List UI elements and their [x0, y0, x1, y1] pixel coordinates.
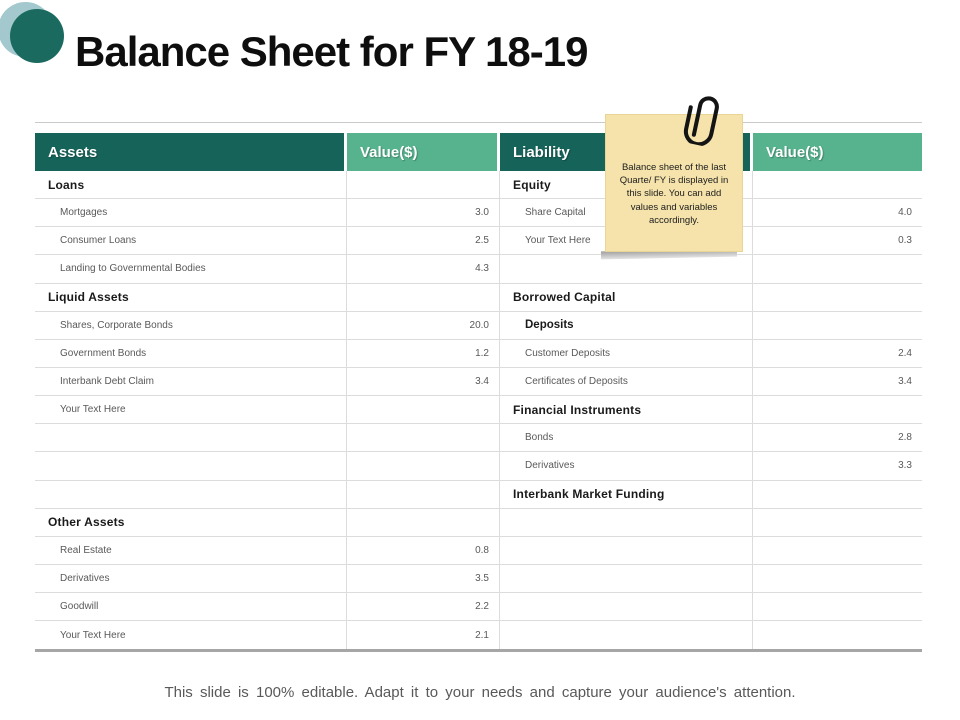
liability-label-cell: Certificates of Deposits — [500, 367, 753, 396]
liability-value-cell — [753, 621, 922, 649]
asset-value-cell: 2.1 — [347, 621, 500, 650]
asset-value-cell — [347, 508, 500, 536]
asset-value-cell — [347, 480, 500, 508]
liability-label-cell: Derivatives — [500, 452, 753, 480]
asset-value-cell: 3.0 — [347, 199, 500, 227]
asset-label-cell: Consumer Loans — [35, 227, 347, 255]
table-row: Shares, Corporate Bonds 20.0 Deposits — [35, 311, 922, 340]
asset-value-cell — [347, 424, 500, 452]
liability-label-cell — [500, 508, 753, 536]
asset-value-cell: 2.5 — [347, 227, 500, 255]
accent-circle-dark-icon — [10, 9, 64, 63]
asset-value-cell: 0.8 — [347, 536, 500, 564]
liability-value-cell — [753, 565, 922, 592]
asset-value-cell: 3.5 — [347, 564, 500, 593]
table-row: Mortgages 3.0 Share Capital 4.0 — [35, 199, 922, 228]
liability-value-cell: 3.4 — [898, 376, 912, 388]
asset-label-cell: Interbank Debt Claim — [35, 367, 347, 396]
table-header-row: Assets Value($) Liability Value($) — [35, 133, 922, 171]
liability-value-column-header: Value($) — [753, 133, 922, 171]
table-row: Derivatives 3.5 — [35, 564, 922, 594]
asset-label-cell: Your Text Here — [35, 621, 347, 650]
liability-value-cell — [753, 509, 922, 536]
liability-value-cell: 0.3 — [898, 235, 912, 247]
liability-label-cell: Borrowed Capital — [500, 283, 753, 311]
table-row: Your Text Here 2.1 — [35, 621, 922, 650]
table-body: Loans Equity Mortgages 3.0 Share Capital 4.0 C… — [35, 171, 922, 650]
table-row: Landing to Governmental Bodies 4.3 — [35, 255, 922, 284]
asset-label-cell: Other Assets — [35, 508, 347, 536]
balance-sheet-table: Assets Value($) Liability Value($) Loans… — [35, 122, 922, 653]
asset-label-cell: Shares, Corporate Bonds — [35, 311, 347, 339]
liability-label-cell — [500, 564, 753, 593]
sticky-note-text: Balance sheet of the last Quarte/ FY is … — [619, 161, 729, 226]
table-row: Your Text Here Financial Instruments — [35, 396, 922, 425]
table-row: Other Assets — [35, 508, 922, 537]
asset-label-cell: Derivatives — [35, 564, 347, 593]
liability-label-cell: Deposits — [500, 311, 753, 339]
asset-value-cell: 2.2 — [347, 593, 500, 621]
asset-value-cell: 20.0 — [347, 311, 500, 339]
liability-label-cell: Your Text Here — [500, 227, 753, 255]
liability-label-cell — [500, 621, 753, 650]
page-title: Balance Sheet for FY 18-19 — [75, 28, 588, 75]
liability-label-cell: Equity — [500, 171, 753, 199]
asset-label-cell: Goodwill — [35, 593, 347, 621]
liability-value-cell — [753, 481, 922, 508]
asset-label-cell: Mortgages — [35, 199, 347, 227]
sticky-note: Balance sheet of the last Quarte/ FY is … — [605, 114, 743, 252]
liability-label-cell: Share Capital — [500, 199, 753, 227]
liability-label-cell: Bonds — [500, 424, 753, 452]
asset-label-cell — [35, 452, 347, 480]
liability-label-cell: Financial Instruments — [500, 396, 753, 424]
liability-value-cell — [753, 255, 922, 282]
asset-value-column-header: Value($) — [347, 133, 500, 171]
liability-label-cell — [500, 255, 753, 283]
asset-value-cell: 1.2 — [347, 339, 500, 367]
slide-footer-text: This slide is 100% editable. Adapt it to… — [164, 684, 796, 701]
table-row: Derivatives 3.3 — [35, 452, 922, 481]
assets-column-header: Assets — [35, 133, 347, 171]
table-row: Loans Equity — [35, 171, 922, 200]
liability-value-cell — [753, 396, 922, 423]
table-row: Goodwill 2.2 — [35, 593, 922, 622]
liability-label-cell — [500, 593, 753, 621]
asset-value-cell — [347, 283, 500, 311]
asset-label-cell: Your Text Here — [35, 396, 347, 424]
asset-label-cell: Liquid Assets — [35, 283, 347, 311]
table-row: Interbank Market Funding — [35, 480, 922, 509]
liability-label-cell: Customer Deposits — [500, 339, 753, 367]
table-top-border — [35, 122, 922, 123]
asset-value-cell: 3.4 — [347, 367, 500, 396]
asset-label-cell: Loans — [35, 171, 347, 199]
asset-label-cell — [35, 424, 347, 452]
table-row: Government Bonds 1.2 Customer Deposits 2.4 — [35, 339, 922, 368]
asset-label-cell: Real Estate — [35, 536, 347, 564]
asset-value-cell — [347, 171, 500, 199]
liability-value-cell — [753, 171, 922, 198]
asset-label-cell — [35, 480, 347, 508]
table-bottom-border — [35, 649, 922, 653]
asset-value-cell: 4.3 — [347, 255, 500, 283]
asset-label-cell: Landing to Governmental Bodies — [35, 255, 347, 283]
table-row: Bonds 2.8 — [35, 424, 922, 453]
table-row: Liquid Assets Borrowed Capital — [35, 283, 922, 312]
table-row: Real Estate 0.8 — [35, 536, 922, 565]
liability-label-cell: Interbank Market Funding — [500, 480, 753, 508]
liability-value-cell: 2.8 — [898, 432, 912, 444]
liability-value-cell: 3.3 — [898, 460, 912, 472]
table-row: Interbank Debt Claim 3.4 Certificates of D… — [35, 367, 922, 397]
liability-value-cell — [753, 537, 922, 564]
liability-label-cell — [500, 536, 753, 564]
asset-label-cell: Government Bonds — [35, 339, 347, 367]
liability-value-cell — [753, 593, 922, 620]
table-row: Consumer Loans 2.5 Your Text Here 0.3 — [35, 227, 922, 256]
liability-value-cell: 4.0 — [898, 207, 912, 219]
paperclip-icon — [683, 96, 719, 147]
asset-value-cell — [347, 452, 500, 480]
liability-value-cell: 2.4 — [898, 347, 912, 359]
liability-value-cell — [753, 284, 922, 311]
liability-value-cell — [753, 312, 922, 339]
asset-value-cell — [347, 396, 500, 424]
